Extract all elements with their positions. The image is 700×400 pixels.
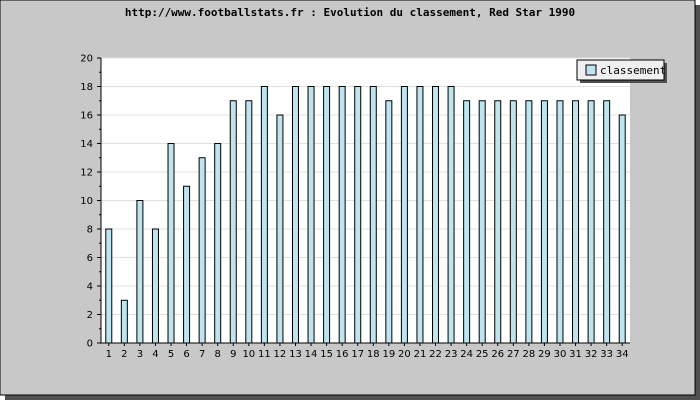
x-tick-label: 4 <box>152 349 158 360</box>
chart-title: http://www.footballstats.fr : Evolution … <box>125 6 575 19</box>
x-tick-label: 14 <box>305 349 318 360</box>
x-tick-label: 19 <box>382 349 395 360</box>
bar <box>120 299 128 344</box>
x-tick-label: 16 <box>336 349 349 360</box>
bar <box>307 86 315 344</box>
bar <box>478 100 486 344</box>
y-tick-label: 6 <box>87 253 93 264</box>
x-tick-label: 25 <box>476 349 489 360</box>
y-tick-label: 20 <box>80 54 93 65</box>
bar <box>198 157 206 344</box>
bar <box>494 100 502 344</box>
bar <box>572 100 580 344</box>
y-tick-label: 16 <box>80 111 93 122</box>
bar <box>338 86 346 344</box>
bar <box>167 143 175 344</box>
y-tick-label: 8 <box>87 225 93 236</box>
bar <box>183 185 191 344</box>
legend: classement <box>576 59 667 83</box>
bar <box>618 114 626 344</box>
x-tick-label: 5 <box>168 349 174 360</box>
bar <box>416 86 424 344</box>
bar <box>229 100 237 344</box>
x-tick-label: 10 <box>242 349 255 360</box>
y-tick-label: 4 <box>87 282 93 293</box>
x-tick-label: 23 <box>445 349 458 360</box>
bar <box>105 228 113 344</box>
x-tick-label: 22 <box>429 349 442 360</box>
bar <box>400 86 408 344</box>
x-tick-label: 8 <box>215 349 221 360</box>
bar <box>276 114 284 344</box>
bar <box>151 228 159 344</box>
x-tick-label: 27 <box>507 349 520 360</box>
bar <box>214 143 222 344</box>
bar <box>245 100 253 344</box>
bar <box>509 100 517 344</box>
x-tick-label: 15 <box>320 349 333 360</box>
y-tick-label: 18 <box>80 82 93 93</box>
x-tick-label: 29 <box>538 349 551 360</box>
legend-swatch <box>585 64 597 76</box>
x-tick-label: 11 <box>258 349 271 360</box>
bar <box>136 200 144 344</box>
x-tick-label: 28 <box>523 349 536 360</box>
x-tick-label: 7 <box>199 349 205 360</box>
y-tick-label: 12 <box>80 168 93 179</box>
legend-label: classement <box>600 64 666 77</box>
x-tick-label: 30 <box>554 349 567 360</box>
x-tick-label: 24 <box>460 349 473 360</box>
y-tick-label: 0 <box>87 339 93 350</box>
bar <box>556 100 564 344</box>
y-tick-label: 10 <box>80 196 93 207</box>
y-tick-label: 14 <box>80 139 93 150</box>
bar <box>447 86 455 344</box>
y-tick-label: 2 <box>87 310 93 321</box>
x-tick-label: 26 <box>491 349 504 360</box>
x-tick-label: 20 <box>398 349 411 360</box>
x-tick-label: 1 <box>106 349 112 360</box>
x-tick-label: 31 <box>569 349 582 360</box>
bar <box>385 100 393 344</box>
x-tick-label: 32 <box>585 349 598 360</box>
x-tick-label: 34 <box>616 349 629 360</box>
bar <box>354 86 362 344</box>
x-tick-label: 9 <box>230 349 236 360</box>
x-tick-label: 13 <box>289 349 302 360</box>
x-tick-label: 12 <box>274 349 287 360</box>
x-tick-label: 18 <box>367 349 380 360</box>
bar <box>260 86 268 344</box>
bar <box>603 100 611 344</box>
bar <box>369 86 377 344</box>
bar <box>540 100 548 344</box>
x-tick-label: 21 <box>414 349 427 360</box>
bar <box>323 86 331 344</box>
bar <box>525 100 533 344</box>
x-tick-label: 6 <box>183 349 189 360</box>
x-tick-label: 2 <box>121 349 127 360</box>
x-tick-label: 33 <box>600 349 613 360</box>
bar <box>463 100 471 344</box>
bar <box>432 86 440 344</box>
bar <box>587 100 595 344</box>
x-tick-label: 3 <box>137 349 143 360</box>
x-tick-label: 17 <box>351 349 364 360</box>
bar <box>291 86 299 344</box>
legend-box <box>576 59 665 81</box>
